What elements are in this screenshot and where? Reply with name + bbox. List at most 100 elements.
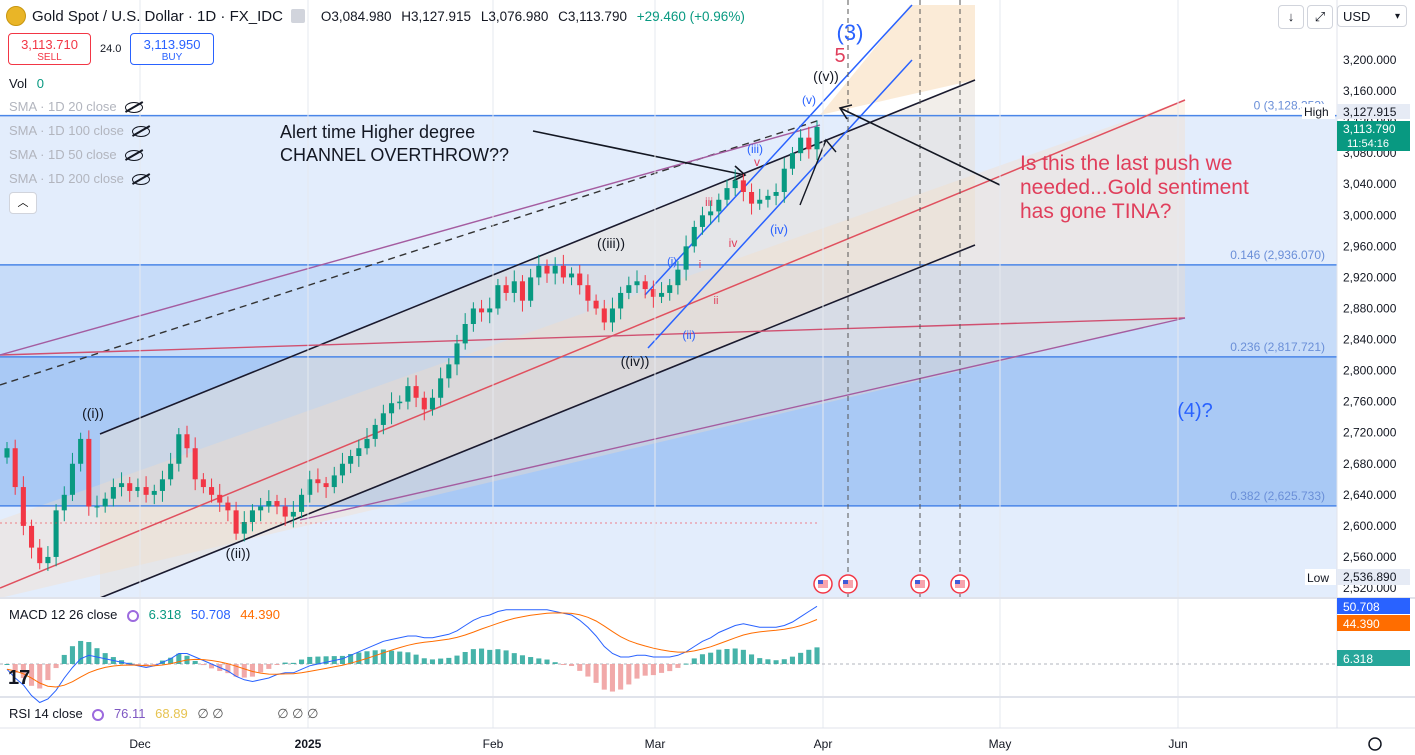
low-label-bg xyxy=(1305,569,1336,585)
candle-body xyxy=(642,281,648,290)
macd-hist-bar xyxy=(519,655,525,664)
gear-icon[interactable] xyxy=(1368,737,1382,751)
macd-hist-bar xyxy=(691,658,697,664)
x-tick-label: Feb xyxy=(483,737,504,751)
candle-body xyxy=(192,448,198,480)
high-label: High xyxy=(1304,105,1329,119)
symbol-header: Gold Spot / U.S. Dollar · 1D · FX_IDC O3… xyxy=(6,4,745,28)
sma-label: SMA · 1D 100 close xyxy=(9,123,124,138)
sma-label: SMA · 1D 200 close xyxy=(9,171,124,186)
macd-hist-bar xyxy=(249,664,255,677)
macd-hist-bar xyxy=(53,664,59,669)
macd-hist-bar xyxy=(37,664,43,689)
eye-hidden-icon[interactable] xyxy=(131,174,150,186)
candle-body xyxy=(569,273,575,278)
candle-body xyxy=(421,397,427,410)
candle-body xyxy=(552,265,558,274)
candle-body xyxy=(675,269,681,286)
ohlc-readout: O3,084.980 H3,127.915 L3,076.980 C3,113.… xyxy=(315,9,745,24)
y-tick-label: 3,200.000 xyxy=(1343,53,1397,67)
macd-hist-bar xyxy=(446,657,452,664)
macd-hist-bar xyxy=(470,649,476,664)
main-pane xyxy=(0,0,1337,598)
red-channel-fill xyxy=(0,100,1185,598)
annotation-label: (3) xyxy=(837,20,864,45)
sma-50-legend[interactable]: SMA · 1D 50 close xyxy=(9,147,143,162)
annotation-label: needed...Gold sentiment xyxy=(1020,176,1249,199)
candle-body xyxy=(110,487,116,499)
flag-icon[interactable] xyxy=(290,9,305,23)
macd-hist-bar xyxy=(127,662,133,664)
macd-hist-bar xyxy=(356,652,362,664)
annotation-label: Is this the last push we xyxy=(1020,152,1232,175)
candle-body xyxy=(749,192,755,204)
candle-body xyxy=(61,494,67,511)
macd-legend[interactable]: MACD 12 26 close 6.318 50.708 44.390 xyxy=(9,607,280,622)
arrow-down-icon[interactable]: ↓ xyxy=(1278,5,1304,29)
candle-body xyxy=(601,308,607,323)
candle-body xyxy=(37,547,43,564)
y-tick-label: 2,600.000 xyxy=(1343,519,1397,533)
macd-hist-bar xyxy=(724,649,730,664)
candle-body xyxy=(454,343,460,365)
annotation-label: (i) xyxy=(667,256,677,268)
red-channel-upper xyxy=(0,99,1186,589)
candle-body xyxy=(53,510,59,557)
macd-hist-bar xyxy=(462,651,468,664)
buy-button[interactable]: 3,113.950 BUY xyxy=(130,33,214,65)
candle-body xyxy=(86,438,92,507)
rsi-ma-value: 68.89 xyxy=(155,706,188,721)
sma-200-legend[interactable]: SMA · 1D 200 close xyxy=(9,171,150,186)
x-tick-label: Mar xyxy=(645,737,666,751)
red-channel-lower xyxy=(0,317,1186,356)
annotation-label: ((v)) xyxy=(813,68,839,84)
y-tick-label: 3,040.000 xyxy=(1343,177,1397,191)
candle-body xyxy=(119,483,125,488)
us-flag-icon xyxy=(818,580,823,584)
candle-body xyxy=(151,490,157,495)
volume-legend[interactable]: Vol 0 xyxy=(9,76,44,91)
currency-select[interactable]: USD ▾ xyxy=(1337,5,1407,27)
rsi-label: RSI 14 close xyxy=(9,706,83,721)
wave-arrow xyxy=(799,138,837,206)
settings-cycle-icon[interactable] xyxy=(92,708,105,721)
macd-hist-bar xyxy=(642,664,648,676)
channel-fill xyxy=(100,80,975,598)
symbol-title[interactable]: Gold Spot / U.S. Dollar · 1D · FX_IDC xyxy=(32,7,283,25)
sma-label: SMA · 1D 50 close xyxy=(9,147,117,162)
candle-body xyxy=(217,494,223,503)
candle-body xyxy=(773,192,779,196)
candle-body xyxy=(249,510,255,522)
macd-hist-bar xyxy=(135,664,141,665)
buy-label: BUY xyxy=(161,52,183,63)
rsi-legend[interactable]: RSI 14 close 76.11 68.89 ∅ ∅ ∅ ∅ ∅ xyxy=(9,706,318,722)
candle-body xyxy=(585,285,591,301)
candle-body xyxy=(233,510,239,534)
sell-button[interactable]: 3,113.710 SELL xyxy=(8,33,91,65)
candle-body xyxy=(626,285,632,293)
eye-hidden-icon[interactable] xyxy=(131,126,150,138)
candle-body xyxy=(765,195,771,200)
settings-cycle-icon[interactable] xyxy=(127,609,140,622)
macd-hist-bar xyxy=(675,664,681,668)
candle-body xyxy=(364,438,370,449)
annotation-label: i xyxy=(699,259,701,271)
candle-body xyxy=(487,308,493,313)
x-tick-label: Dec xyxy=(129,737,150,751)
sma-20-legend[interactable]: SMA · 1D 20 close xyxy=(9,99,143,114)
open-value: O3,084.980 xyxy=(320,8,392,24)
x-tick-label: May xyxy=(989,737,1012,751)
collapse-legend-button[interactable]: ︿ xyxy=(9,192,37,214)
eye-hidden-icon[interactable] xyxy=(124,150,143,162)
annotation-label: ii xyxy=(714,295,719,307)
candle-body xyxy=(781,168,787,192)
sma-100-legend[interactable]: SMA · 1D 100 close xyxy=(9,123,150,138)
macd-hist-bar xyxy=(389,650,395,664)
annotation-label: CHANNEL OVERTHROW?? xyxy=(280,145,509,165)
candle-body xyxy=(102,498,108,507)
macd-orange-label: 44.390 xyxy=(1343,617,1380,631)
eye-hidden-icon[interactable] xyxy=(124,102,143,114)
fullscreen-icon[interactable]: ⤢ xyxy=(1307,5,1333,29)
channel-lower-line xyxy=(99,244,976,598)
